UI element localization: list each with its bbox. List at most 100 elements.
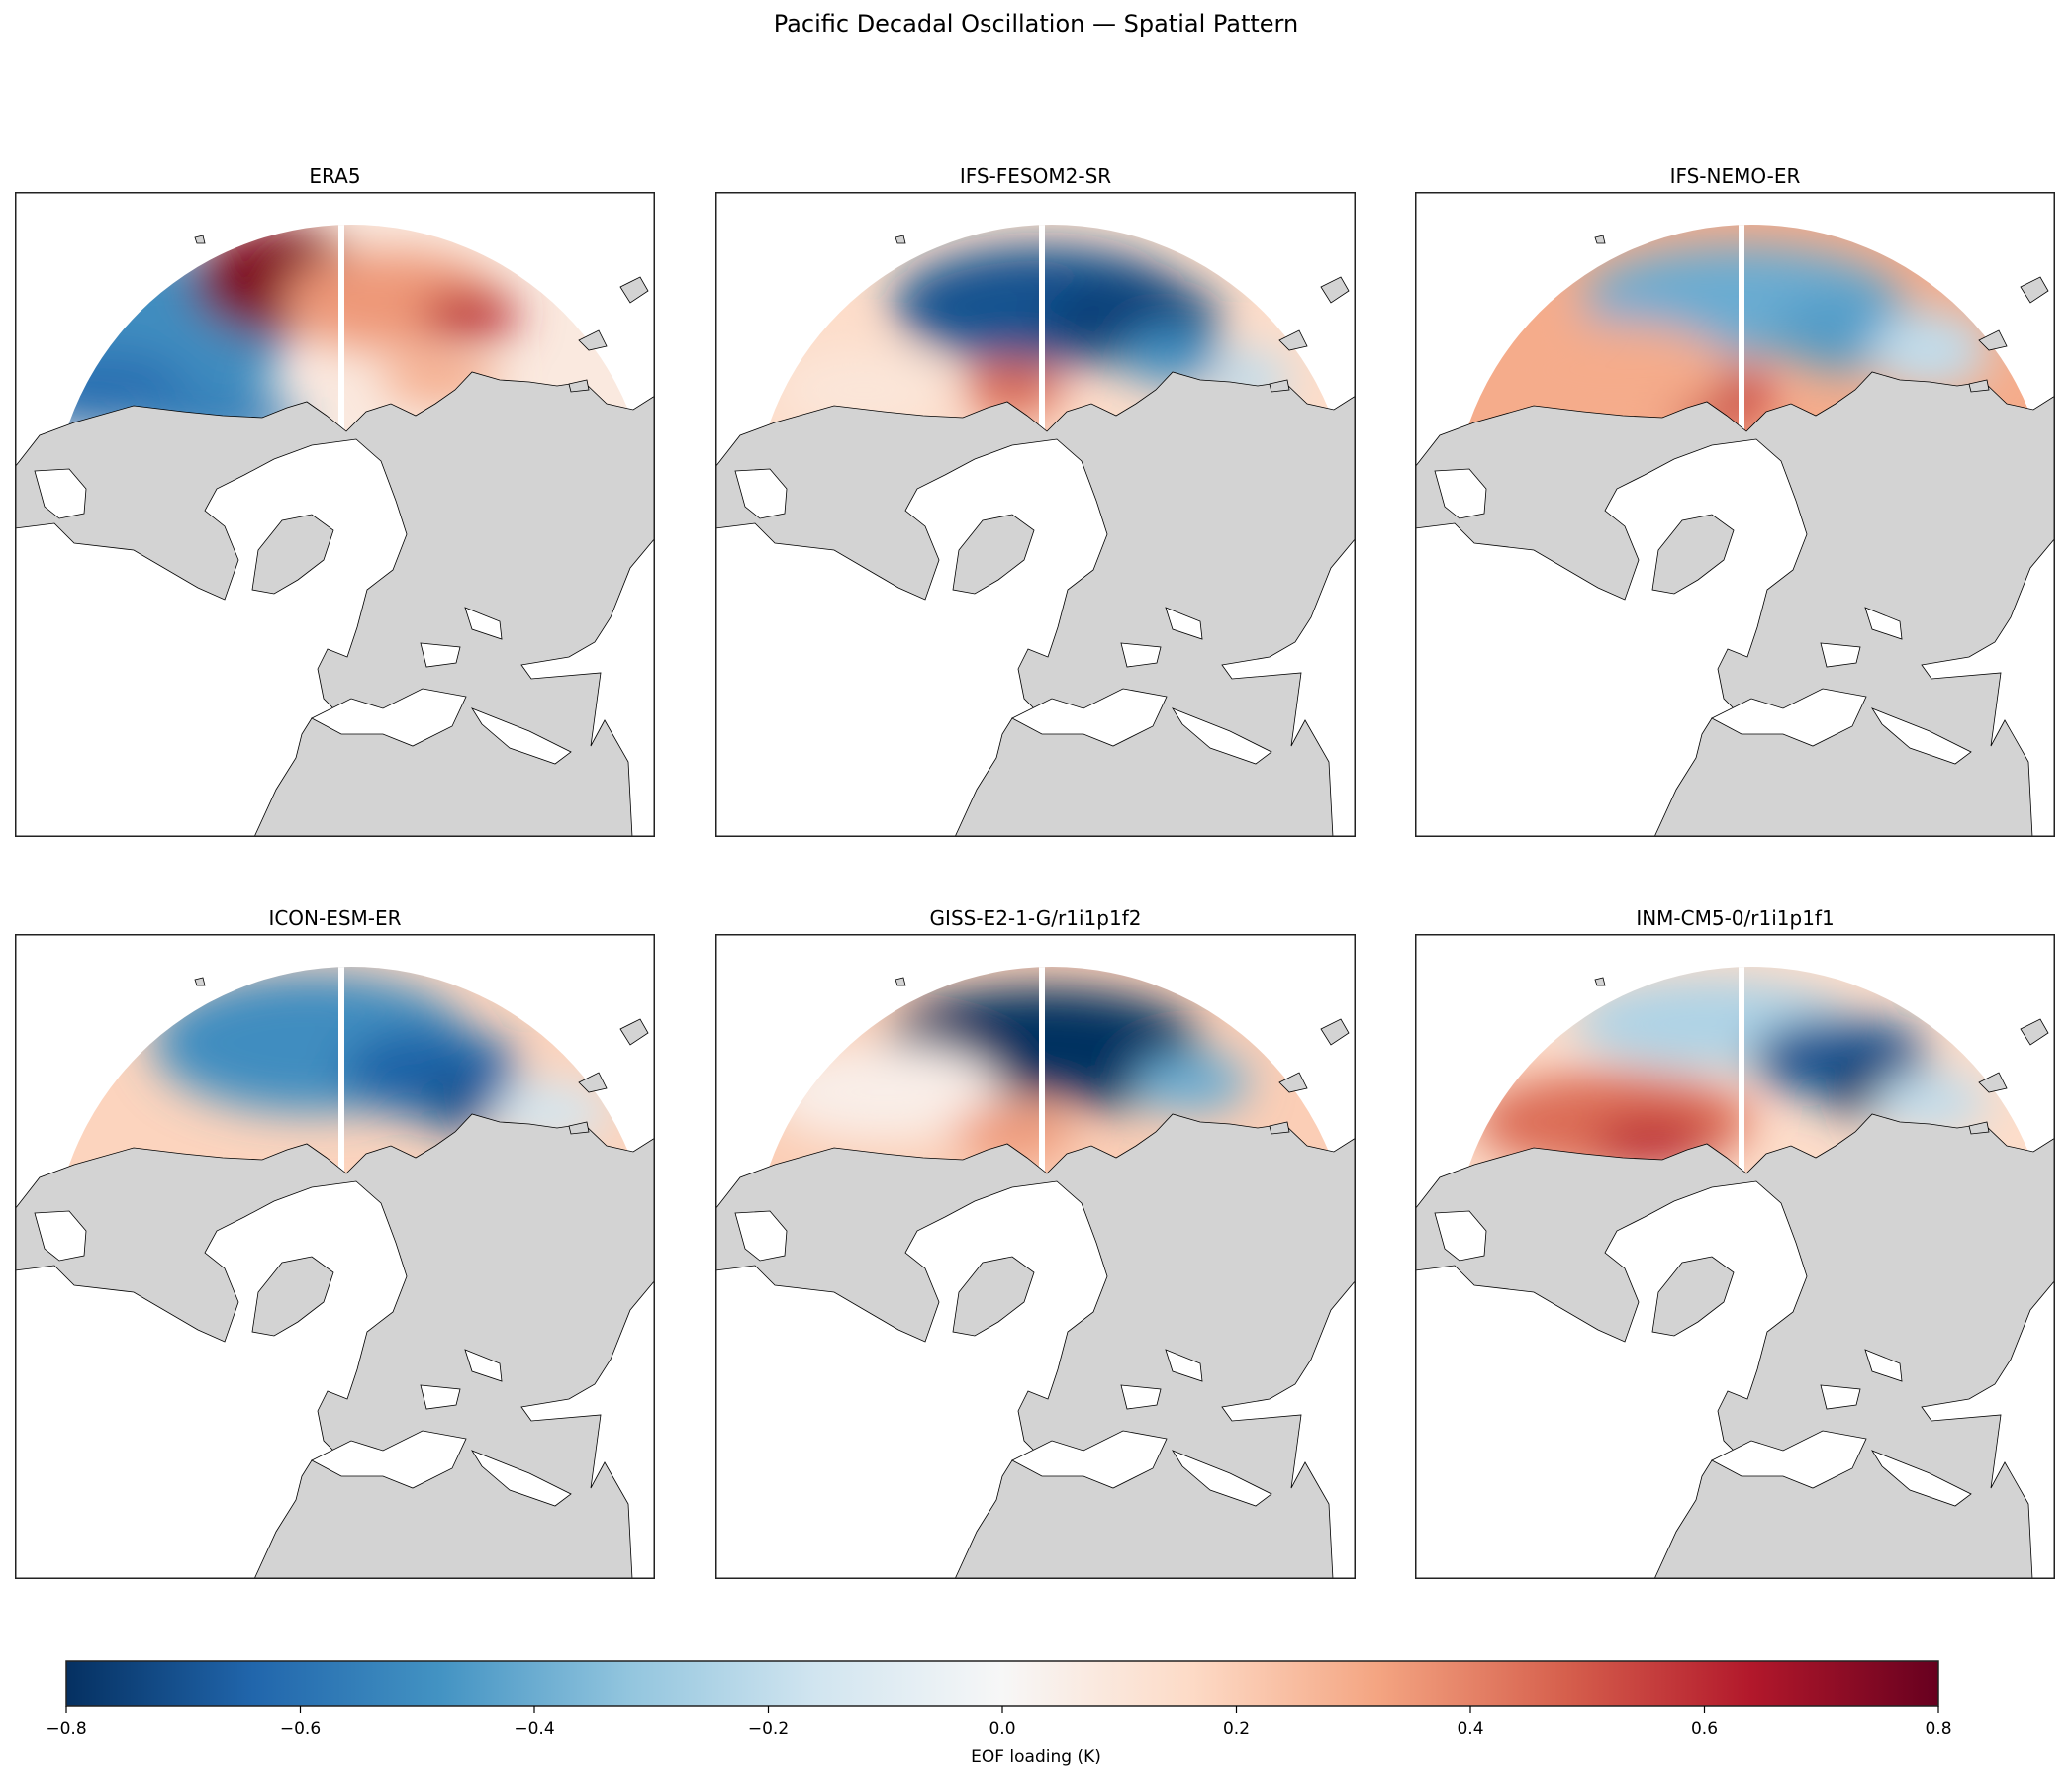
- island: [568, 379, 590, 393]
- island: [619, 1018, 649, 1046]
- panel-title-icon-esm-er: ICON-ESM-ER: [268, 906, 402, 930]
- dateline-gap: [1039, 225, 1045, 449]
- dateline-gap: [1739, 225, 1744, 449]
- colorbar-tick-label: 0.2: [1222, 1719, 1251, 1738]
- eof-anomaly-region: [1870, 311, 1989, 390]
- island: [1269, 379, 1290, 393]
- map-frame: [15, 934, 655, 1579]
- map-frame: [1415, 192, 2055, 837]
- island: [1320, 1018, 1350, 1046]
- dateline-gap: [338, 967, 344, 1191]
- eof-anomaly-region: [1131, 1053, 1250, 1112]
- colorbar-tick-label: 0.0: [989, 1719, 1016, 1738]
- ocean: [1820, 642, 1861, 668]
- colorbar-tick-label: −0.2: [747, 1719, 790, 1738]
- map-panel-ifs-nemo-er: [1415, 192, 2055, 837]
- ocean: [1820, 1384, 1861, 1410]
- dateline-gap: [338, 225, 344, 449]
- ocean: [1711, 688, 1867, 747]
- island: [619, 276, 649, 304]
- colorbar-label: EOF loading (K): [971, 1747, 1101, 1767]
- ocean: [471, 707, 572, 765]
- ocean: [1864, 1349, 1903, 1382]
- island: [1278, 1072, 1308, 1093]
- island: [578, 329, 608, 351]
- map-panel-giss: [715, 934, 1356, 1579]
- colorbar-gradient: [65, 1660, 1939, 1707]
- map-panel-era5: [15, 192, 655, 837]
- colorbar-tick-label: 0.6: [1690, 1719, 1719, 1738]
- map-frame: [1415, 934, 2055, 1579]
- eof-anomaly-region: [963, 360, 1062, 420]
- dateline-gap: [1739, 967, 1744, 1191]
- map-frame: [15, 192, 655, 837]
- island: [895, 235, 906, 244]
- ocean: [1120, 1384, 1162, 1410]
- ocean: [34, 468, 87, 519]
- ocean: [1221, 1279, 1356, 1579]
- ocean: [734, 468, 788, 519]
- island: [194, 235, 206, 244]
- ocean: [311, 1430, 467, 1489]
- ocean: [1921, 1279, 2055, 1579]
- ocean: [1172, 707, 1272, 765]
- island: [2020, 276, 2049, 304]
- greenland: [1651, 1256, 1735, 1337]
- ocean: [1120, 642, 1162, 668]
- greenland: [952, 514, 1035, 595]
- island: [1594, 235, 1606, 244]
- island: [1978, 1072, 2008, 1093]
- island: [194, 977, 206, 986]
- ocean: [1871, 707, 1972, 765]
- eof-anomaly-region: [1121, 326, 1220, 385]
- ocean: [1011, 1430, 1168, 1489]
- colorbar-tick-label: 0.8: [1925, 1719, 1952, 1738]
- dateline-gap: [1039, 967, 1045, 1191]
- ocean: [520, 1279, 655, 1579]
- map-panel-icon-esm-er: [15, 934, 655, 1579]
- island: [1278, 329, 1308, 351]
- eof-anomaly-region: [1494, 321, 1732, 420]
- panel-title-inm: INM-CM5-0/r1i1p1f1: [1636, 906, 1835, 930]
- eof-anomaly-region: [421, 291, 519, 340]
- panel-title-giss: GISS-E2-1-G/r1i1p1f2: [929, 906, 1142, 930]
- ocean: [1165, 1349, 1203, 1382]
- ocean: [1172, 1450, 1272, 1507]
- ocean: [464, 1349, 503, 1382]
- island: [895, 977, 906, 986]
- greenland: [251, 1256, 334, 1337]
- ocean: [520, 537, 655, 837]
- ocean: [1921, 537, 2055, 837]
- colorbar-tick-label: −0.6: [279, 1719, 322, 1738]
- ocean: [1864, 607, 1903, 640]
- ocean: [734, 1210, 788, 1262]
- figure-title: Pacific Decadal Oscillation — Spatial Pa…: [773, 10, 1299, 38]
- island: [1269, 1121, 1290, 1135]
- greenland: [952, 1256, 1035, 1337]
- ocean: [1221, 537, 1356, 837]
- ocean: [1434, 468, 1487, 519]
- ocean: [420, 1384, 461, 1410]
- colorbar-ticks: [65, 1706, 1939, 1713]
- map-panel-inm: [1415, 934, 2055, 1579]
- island: [1968, 379, 1990, 393]
- island: [578, 1072, 608, 1093]
- panel-title-ifs-nemo-er: IFS-NEMO-ER: [1669, 164, 1801, 188]
- ocean: [1011, 688, 1168, 747]
- map-frame: [715, 192, 1356, 837]
- map-frame: [715, 934, 1356, 1579]
- ocean: [34, 1210, 87, 1262]
- ocean: [1165, 607, 1203, 640]
- ocean: [1711, 1430, 1867, 1489]
- colorbar-tick-label: −0.8: [46, 1719, 87, 1738]
- ocean: [311, 688, 467, 747]
- ocean: [1871, 1450, 1972, 1507]
- ocean: [471, 1450, 572, 1507]
- island: [1320, 276, 1350, 304]
- ocean: [464, 607, 503, 640]
- greenland: [251, 514, 334, 595]
- island: [2020, 1018, 2049, 1046]
- island: [1594, 977, 1606, 986]
- greenland: [1651, 514, 1735, 595]
- colorbar-tick-label: −0.4: [514, 1719, 555, 1738]
